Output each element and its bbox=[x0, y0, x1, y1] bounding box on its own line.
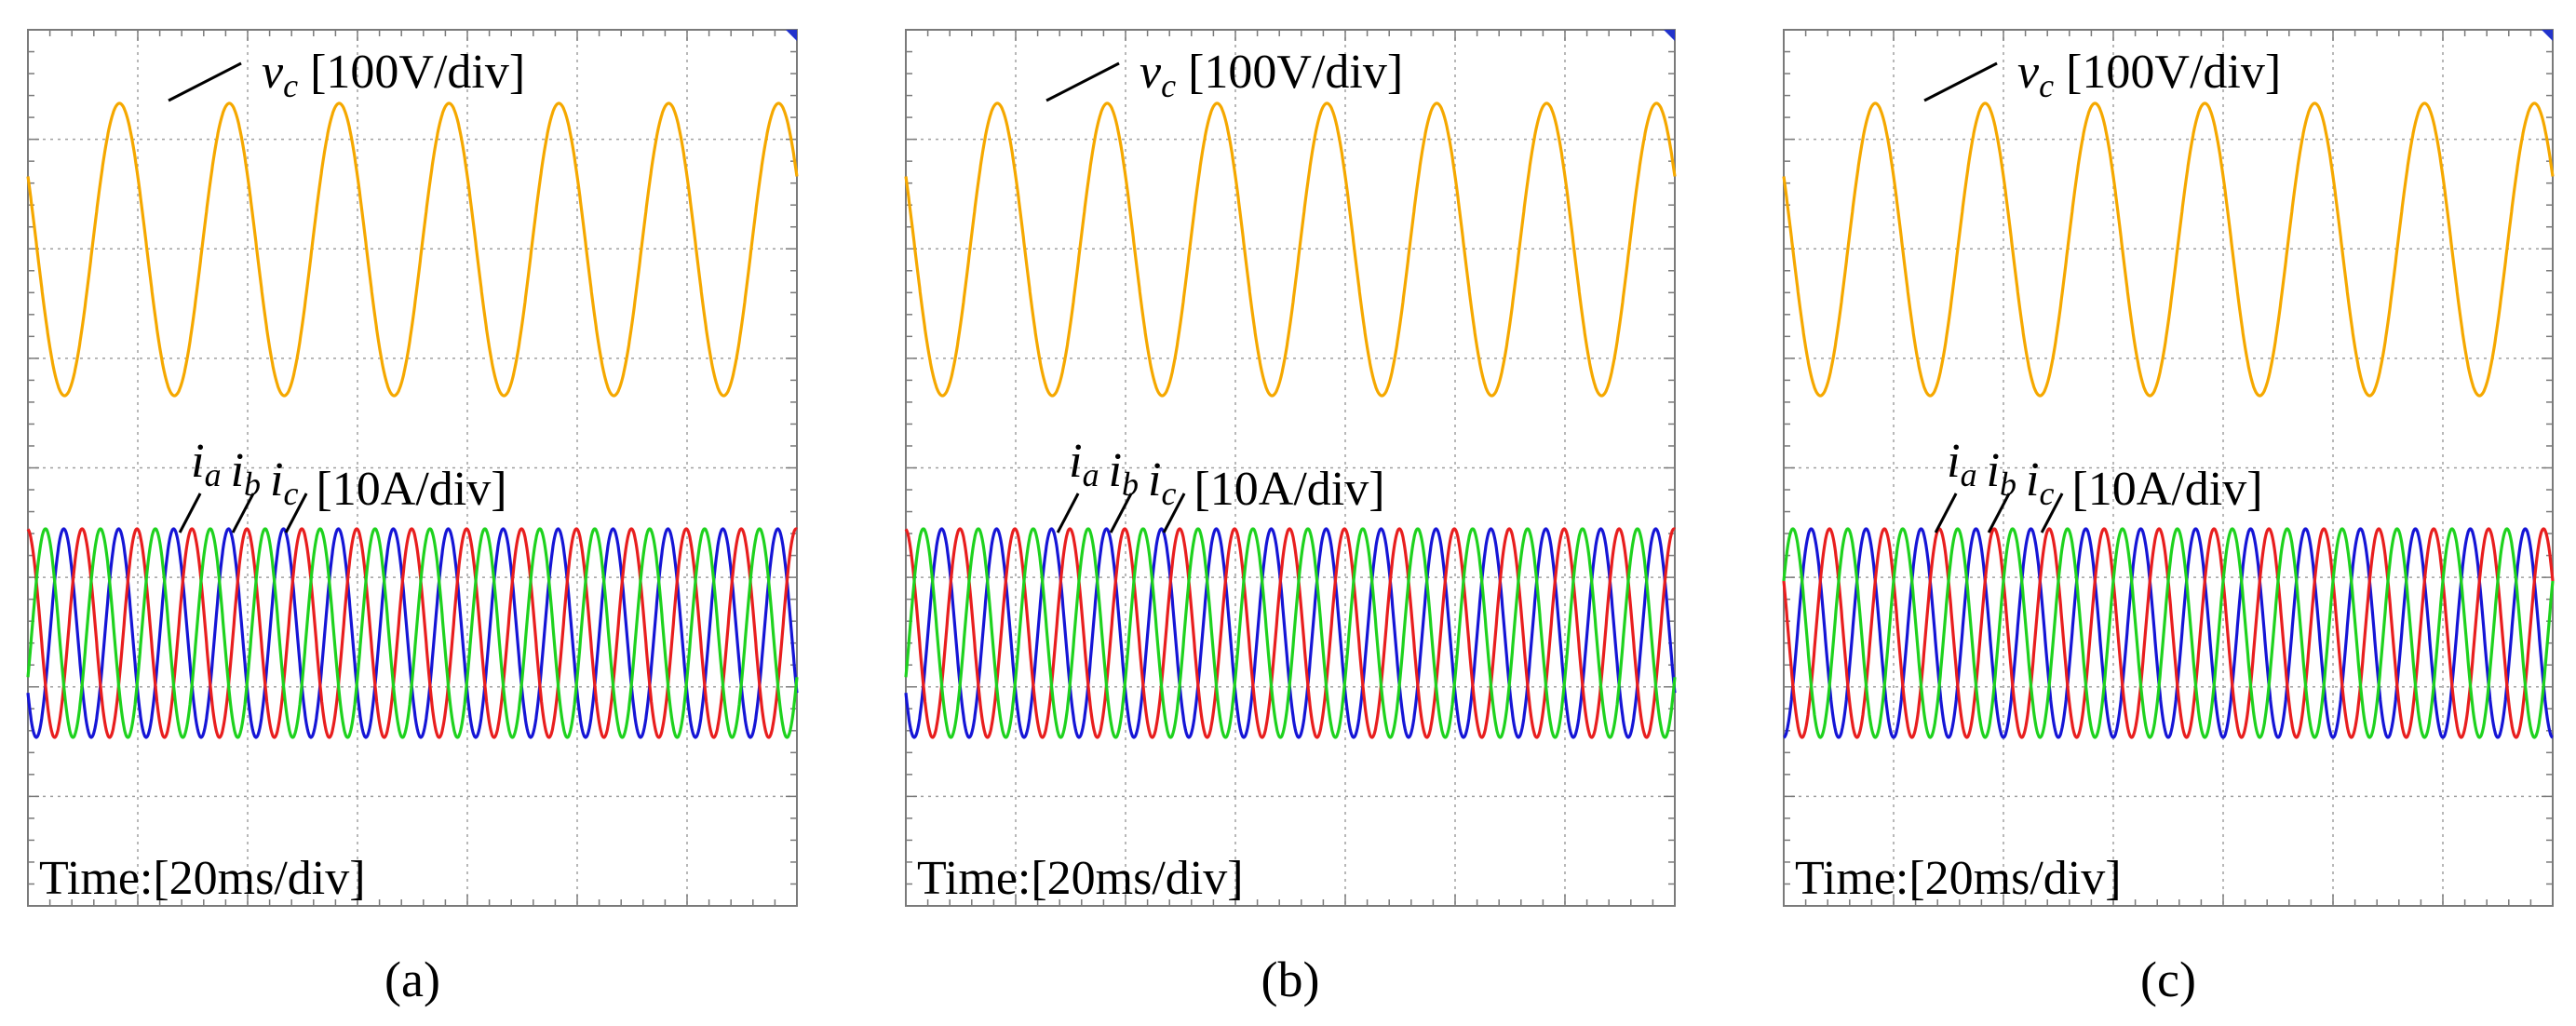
current-label: ia ib ic [10A/div] bbox=[191, 435, 506, 516]
scope-panel-b: vc [100V/div] ia ib ic [10A/div] Time:[20ms/… bbox=[904, 29, 1677, 1007]
current-leader-line-b bbox=[1109, 493, 1133, 533]
current-label: ia ib ic [10A/div] bbox=[1947, 435, 2262, 516]
current-trace-a bbox=[26, 527, 799, 739]
panel-caption: (a) bbox=[384, 952, 440, 1007]
current-leader-line-a bbox=[1934, 493, 1958, 533]
current-label: ia ib ic [10A/div] bbox=[1069, 435, 1384, 516]
current-leader-line-c bbox=[284, 493, 308, 533]
trigger-marker-icon bbox=[786, 30, 797, 41]
voltage-label: vc [100V/div] bbox=[2017, 46, 2281, 104]
voltage-leader-line bbox=[1045, 61, 1120, 102]
trigger-marker-icon bbox=[1664, 30, 1675, 41]
voltage-leader-line bbox=[168, 61, 242, 102]
current-trace-c bbox=[904, 527, 1677, 739]
panel-caption: (b) bbox=[1261, 952, 1320, 1007]
scope-panel-a: vc [100V/div] ia ib ic [10A/div] Time:[20ms/… bbox=[26, 29, 799, 1007]
voltage-label: vc [100V/div] bbox=[262, 46, 525, 104]
time-scale-label: Time:[20ms/div] bbox=[39, 852, 366, 905]
current-leader-line-b bbox=[1987, 493, 2011, 533]
current-leader-line-a bbox=[178, 493, 202, 533]
trigger-marker-icon bbox=[2542, 30, 2553, 41]
current-trace-c bbox=[26, 527, 799, 739]
time-scale-label: Time:[20ms/div] bbox=[917, 852, 1244, 905]
scope-panel-c: vc [100V/div] ia ib ic [10A/div] Time:[20ms/… bbox=[1782, 29, 2555, 1007]
voltage-label: vc [100V/div] bbox=[1140, 46, 1403, 104]
current-leader-line-b bbox=[231, 493, 255, 533]
current-leader-line-c bbox=[1162, 493, 1186, 533]
current-trace-c bbox=[1782, 527, 2555, 739]
voltage-leader-line bbox=[1923, 61, 1998, 102]
panel-caption: (c) bbox=[2140, 952, 2196, 1007]
current-leader-line-c bbox=[2040, 493, 2064, 533]
current-leader-line-a bbox=[1056, 493, 1080, 533]
time-scale-label: Time:[20ms/div] bbox=[1795, 852, 2122, 905]
voltage-trace-c bbox=[904, 101, 1677, 398]
voltage-trace-c bbox=[26, 101, 799, 398]
voltage-trace-c bbox=[1782, 101, 2555, 398]
current-trace-a bbox=[904, 527, 1677, 739]
